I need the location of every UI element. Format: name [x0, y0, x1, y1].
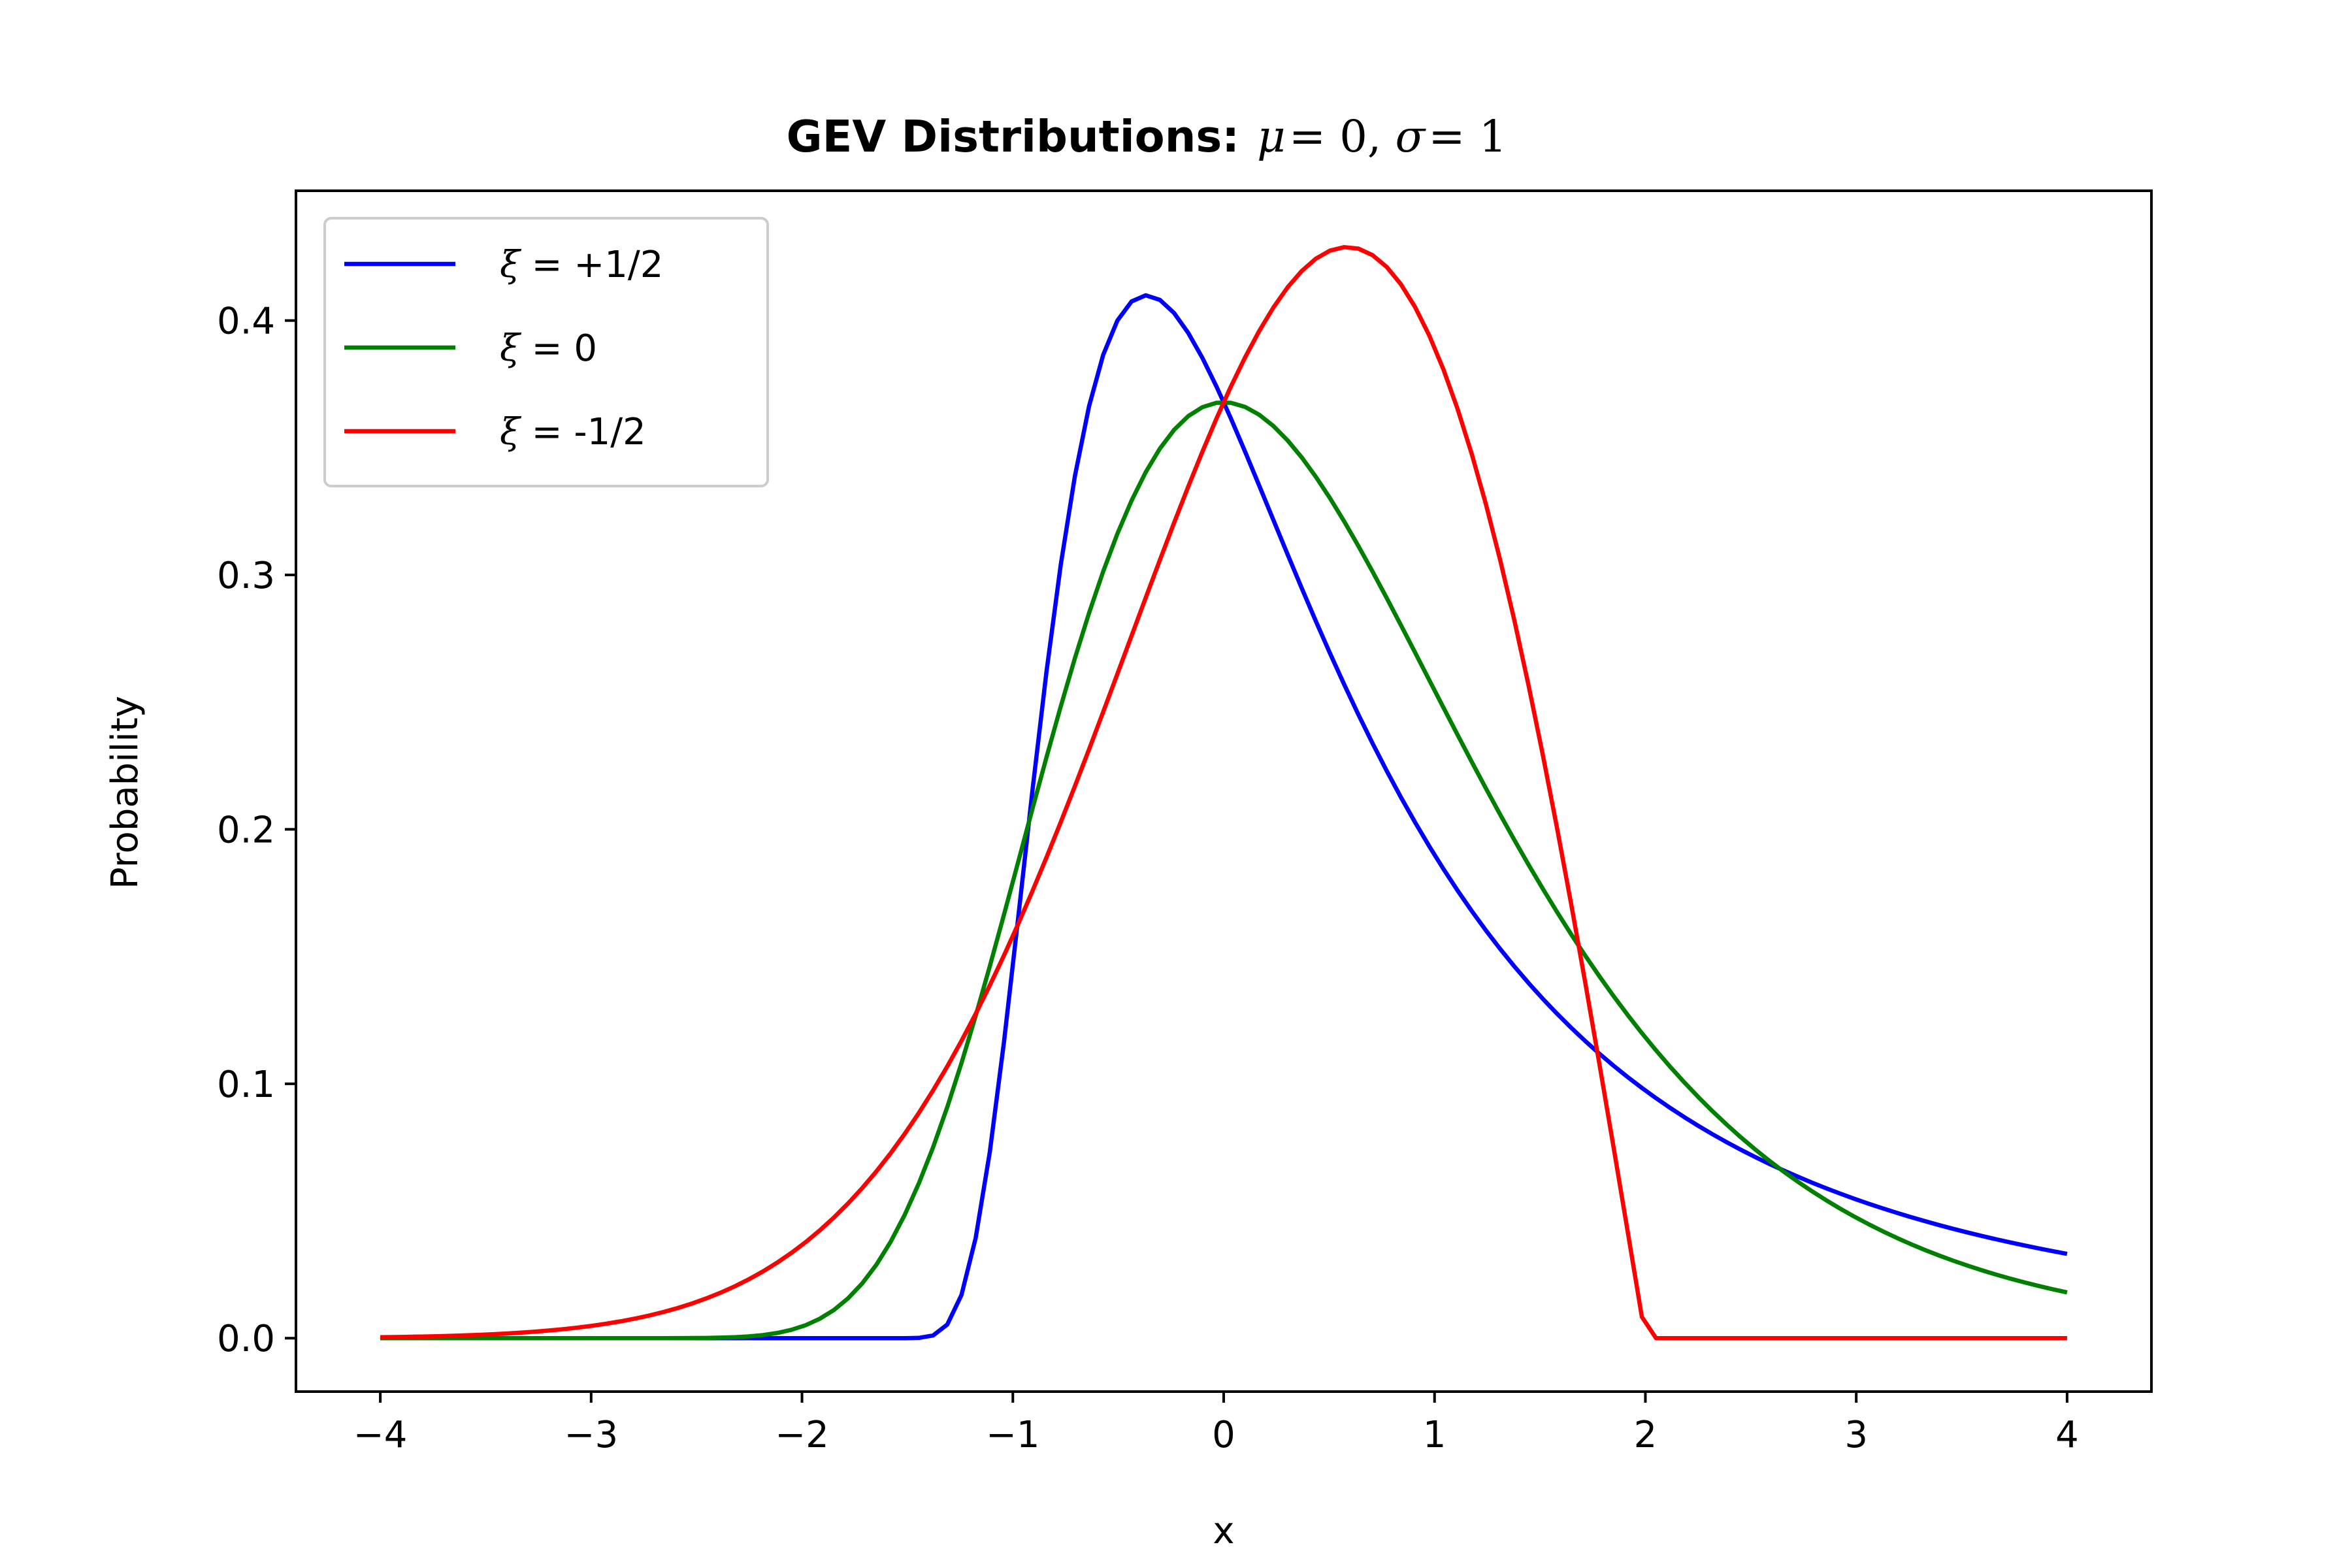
x-tick-label: −4 [353, 1414, 408, 1456]
y-tick-label: 0.1 [217, 1064, 275, 1106]
chart-title-bold: GEV Distributions: [787, 111, 1240, 162]
y-tick-label: 0.3 [217, 555, 275, 597]
x-tick-label: −1 [986, 1414, 1040, 1456]
x-tick-label: −2 [775, 1414, 829, 1456]
series-layer [380, 245, 2068, 1341]
y-tick-label: 0.4 [217, 301, 275, 343]
x-axis-label: x [1213, 1510, 1234, 1552]
x-tick-label: −3 [564, 1414, 619, 1456]
legend-label-0: ξ = +1/2 [500, 244, 663, 286]
y-tick-label: 0.2 [217, 809, 275, 851]
chart-title-mu: μ [1257, 111, 1286, 162]
chart-title-eq1: = 0, [1289, 111, 1396, 162]
chart-title: GEV Distributions: μ = 0, σ = 1 [787, 111, 1507, 162]
y-axis-label: Probability [104, 696, 146, 889]
legend-label-1: ξ = 0 [500, 327, 597, 370]
y-axis: 0.0 0.1 0.2 0.3 0.4 [217, 301, 296, 1360]
y-tick-label: 0.0 [217, 1318, 275, 1360]
chart-title-sigma: σ [1395, 111, 1426, 162]
chart-title-eq2: = 1 [1428, 111, 1507, 162]
x-tick-label: 3 [1844, 1414, 1868, 1456]
x-tick-label: 4 [2055, 1414, 2079, 1456]
x-axis: −4 −3 −2 −1 0 1 2 3 4 [353, 1392, 2079, 1456]
x-tick-label: 0 [1212, 1414, 1235, 1456]
x-tick-label: 1 [1423, 1414, 1446, 1456]
legend: ξ = +1/2 ξ = 0 ξ = -1/2 [323, 217, 769, 487]
series-line-2 [380, 245, 2067, 1341]
x-tick-label: 2 [1634, 1414, 1658, 1456]
legend-box [323, 217, 769, 487]
legend-label-2: ξ = -1/2 [500, 411, 646, 453]
